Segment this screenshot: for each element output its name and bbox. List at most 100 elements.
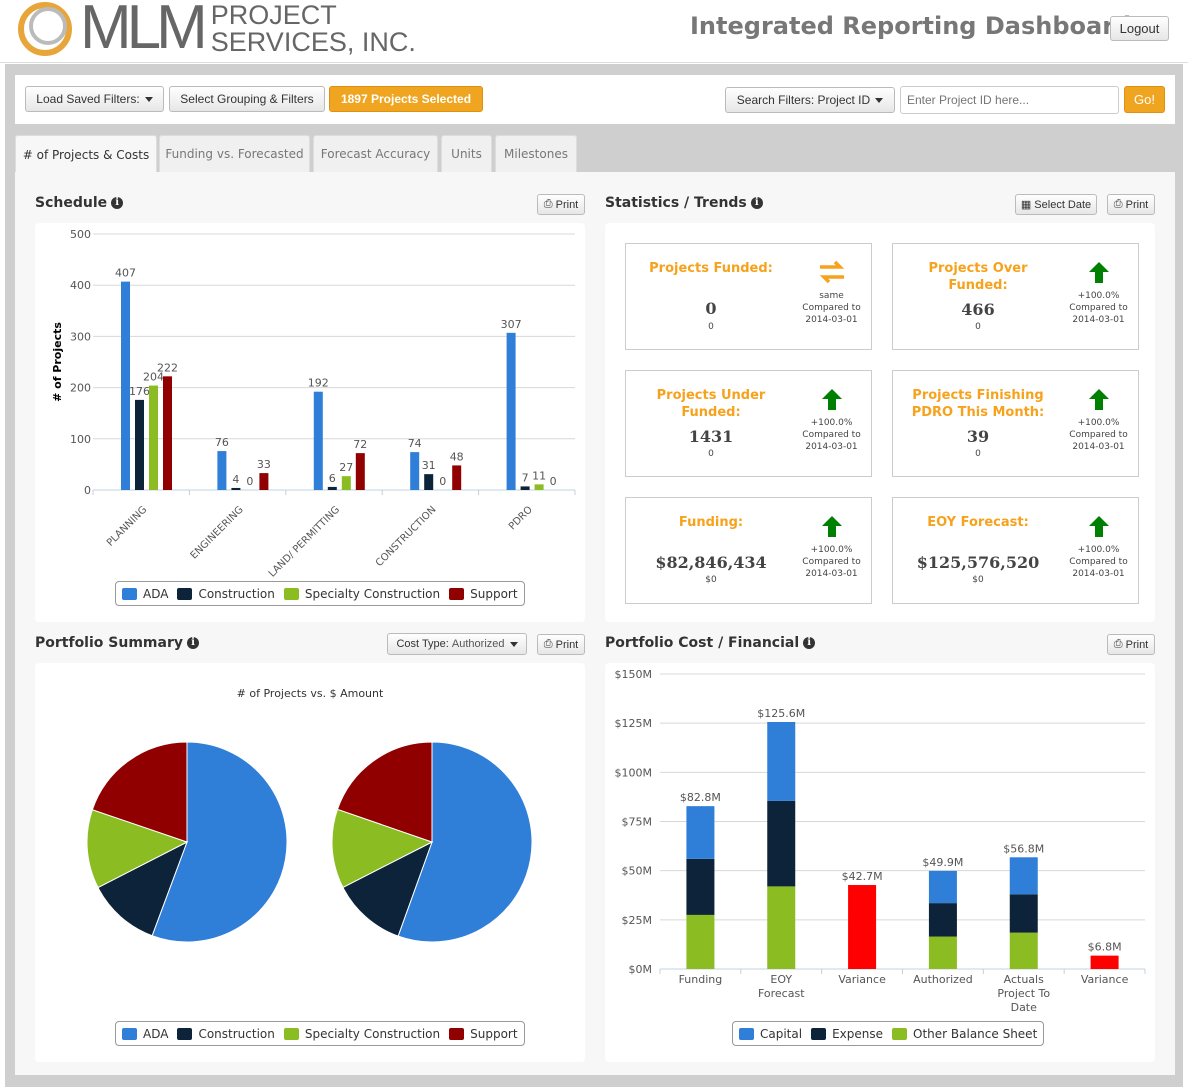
bar-segment-other-balance-sheet <box>1009 932 1038 969</box>
bar-segment-variance <box>1090 955 1119 969</box>
stats-print-button[interactable]: ⎙ Print <box>1107 194 1155 215</box>
tab-forecast-accuracy[interactable]: Forecast Accuracy <box>313 135 438 172</box>
financial-print-button[interactable]: ⎙ Print <box>1107 634 1155 655</box>
stat-value: 1431 <box>688 427 734 446</box>
legend-label: Specialty Construction <box>304 1026 441 1041</box>
tab-funding-vs-forecasted[interactable]: Funding vs. Forecasted <box>159 135 310 172</box>
data-label: 0 <box>246 475 253 488</box>
y-tick-label: 400 <box>70 279 91 292</box>
tab-projects-costs[interactable]: # of Projects & Costs <box>15 135 157 173</box>
total-label: $42.7M <box>842 870 883 883</box>
bar-segment-expense <box>686 858 715 915</box>
print-label: Print <box>555 198 579 211</box>
y-tick-label: 0 <box>84 484 91 497</box>
tab-units[interactable]: Units <box>441 135 492 172</box>
data-label: 74 <box>408 437 422 450</box>
info-icon[interactable]: i <box>111 197 124 209</box>
go-button[interactable]: Go! <box>1124 86 1165 113</box>
arrow-up-icon <box>818 514 846 538</box>
stat-compare-date: 2014-03-01 <box>1072 315 1125 325</box>
stat-change: +100.0% <box>810 545 853 555</box>
info-icon[interactable]: i <box>750 197 763 209</box>
project-id-search-input[interactable] <box>900 86 1119 114</box>
stat-comparison: same Compared to 2014-03-01 <box>794 290 869 326</box>
data-label: 4 <box>232 473 239 486</box>
stat-value: 0 <box>705 299 717 318</box>
search-filters-label: Search Filters: <box>736 93 815 107</box>
total-label: $49.9M <box>922 856 963 869</box>
select-grouping-button[interactable]: Select Grouping & Filters <box>169 86 325 112</box>
legend-swatch <box>177 587 193 600</box>
bar-segment-capital <box>928 870 957 904</box>
legend-item-ada[interactable]: ADA <box>122 1027 168 1041</box>
data-label: 27 <box>339 461 353 474</box>
cost-type-dropdown[interactable]: Cost Type: Authorized <box>387 633 527 655</box>
legend-item-ada[interactable]: ADA <box>122 587 168 601</box>
tab-milestones[interactable]: Milestones <box>495 135 577 172</box>
legend-item-support[interactable]: Support <box>449 1027 518 1041</box>
stats-title: Statistics / Trends i <box>605 195 763 211</box>
bar-support <box>163 376 172 490</box>
bar-ada <box>410 452 420 490</box>
stat-card: EOY Forecast: $125,576,520 $0 +100.0% Com… <box>892 497 1139 604</box>
printer-icon: ⎙ <box>1113 198 1123 210</box>
legend-item-construction[interactable]: Construction <box>177 1027 275 1041</box>
bar-segment-capital <box>1009 857 1038 895</box>
legend-item-support[interactable]: Support <box>449 587 518 601</box>
legend-item-specialty[interactable]: Specialty Construction <box>283 1026 441 1041</box>
logout-button[interactable]: Logout <box>1110 16 1169 41</box>
stat-change: +100.0% <box>1077 291 1120 301</box>
stat-sub-value: 0 <box>708 449 714 459</box>
cost-type-label: Cost Type: <box>396 638 449 650</box>
portfolio-pie-charts: # of Projects vs. $ Amount <box>86 687 533 943</box>
y-tick-label: $0M <box>629 963 653 976</box>
search-filters-dropdown[interactable]: Search Filters: Project ID <box>725 87 895 113</box>
stat-compare-date: 2014-03-01 <box>805 569 858 579</box>
legend-swatch <box>283 1027 299 1040</box>
legend-label: Specialty Construction <box>304 586 441 601</box>
stat-change: +100.0% <box>810 418 853 428</box>
total-label: $82.8M <box>680 791 721 804</box>
legend-item-specialty[interactable]: Specialty Construction <box>283 586 441 601</box>
stats-panel: Projects Funded: 0 0 same Compared to 2014… <box>605 223 1155 622</box>
stat-value: 39 <box>966 427 990 446</box>
data-label: 407 <box>115 267 136 280</box>
stat-sub-value: $0 <box>705 575 717 585</box>
portfolio-legend: ADA Construction Specialty Construction … <box>115 1021 525 1046</box>
stat-compare-label: Compared to <box>1069 557 1128 567</box>
legend-item-other-balance-sheet[interactable]: Other Balance Sheet <box>892 1027 1037 1041</box>
schedule-print-button[interactable]: ⎙ Print <box>537 194 585 215</box>
printer-icon: ⎙ <box>1113 638 1123 650</box>
bar-ada <box>313 391 323 490</box>
projects-selected-button[interactable]: 1897 Projects Selected <box>329 86 483 112</box>
legend-swatch <box>449 587 465 600</box>
y-tick-label: 200 <box>70 382 91 395</box>
info-icon[interactable]: i <box>803 637 816 649</box>
info-icon[interactable]: i <box>186 637 199 649</box>
stat-title: Funding: <box>678 515 744 530</box>
bar-ada <box>506 332 516 490</box>
stat-title: Projects Under Funded: <box>656 388 766 420</box>
y-tick-label: 100 <box>70 433 91 446</box>
stat-compare-date: 2014-03-01 <box>1072 442 1125 452</box>
bar-construction <box>424 474 434 490</box>
stat-compare-label: Compared to <box>802 557 861 567</box>
stat-compare-label: Compared to <box>802 303 861 313</box>
legend-swatch <box>283 587 299 600</box>
y-tick-label: $150M <box>615 668 653 681</box>
select-date-button[interactable]: ▦ Select Date <box>1015 194 1097 215</box>
data-label: 222 <box>157 361 178 374</box>
legend-item-capital[interactable]: Capital <box>739 1027 802 1041</box>
load-saved-filters-dropdown[interactable]: Load Saved Filters: <box>25 86 164 112</box>
bar-segment-capital <box>686 806 715 859</box>
data-label: 204 <box>143 371 164 384</box>
x-category-label: Actuals <box>1004 973 1044 986</box>
financial-chart-panel: $0M $25M $50M $75M $100M $125M $150M $82.8M Fund… <box>605 663 1155 1062</box>
data-label: 48 <box>450 450 464 463</box>
portfolio-print-button[interactable]: ⎙ Print <box>537 634 585 655</box>
legend-item-construction[interactable]: Construction <box>177 587 275 601</box>
legend-item-expense[interactable]: Expense <box>811 1027 883 1041</box>
portfolio-pie-panel: # of Projects vs. $ Amount ADA Construct… <box>35 663 585 1062</box>
y-tick-label: $75M <box>622 816 653 829</box>
search-filters-value: Project ID <box>817 93 871 107</box>
